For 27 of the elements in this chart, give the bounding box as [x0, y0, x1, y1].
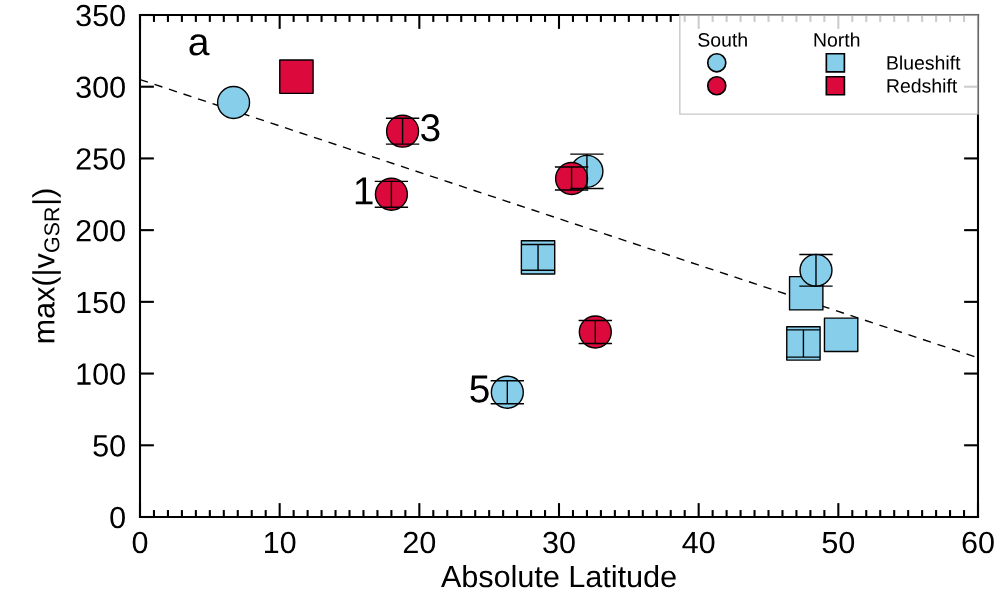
x-axis-title: Absolute Latitude	[441, 564, 676, 588]
y-tick-label: 150	[77, 291, 125, 314]
annotation: 5	[470, 375, 489, 403]
x-tick-label: 0	[132, 531, 148, 554]
point	[823, 317, 859, 353]
x-tick-label: 60	[962, 531, 994, 554]
y-tick-label: 0	[110, 506, 125, 529]
point	[279, 59, 314, 95]
x-tick-label: 30	[543, 531, 575, 554]
y-tick-label: 300	[76, 76, 125, 99]
y-tick-label: 350	[76, 4, 125, 27]
y-tick-label: 200	[76, 219, 125, 242]
point	[216, 85, 251, 120]
x-tick-label: 40	[682, 531, 715, 554]
annotation: a	[189, 34, 210, 56]
legend-label: Redshift	[887, 78, 958, 93]
x-tick-label: 50	[822, 531, 855, 554]
x-tick-label: 10	[265, 531, 296, 554]
x-tick-label: 20	[403, 531, 436, 554]
annotation: 1	[355, 177, 373, 205]
annotation: 3	[421, 114, 440, 142]
text: South North	[698, 32, 860, 47]
y-tick-label: 50	[93, 435, 125, 457]
y-tick-label: 100	[77, 363, 125, 385]
y-axis-title: max(|v$_{GSR}$|)	[32, 189, 61, 343]
y-tick-label: 250	[76, 148, 125, 170]
legend-label: Blueshift	[887, 55, 961, 70]
